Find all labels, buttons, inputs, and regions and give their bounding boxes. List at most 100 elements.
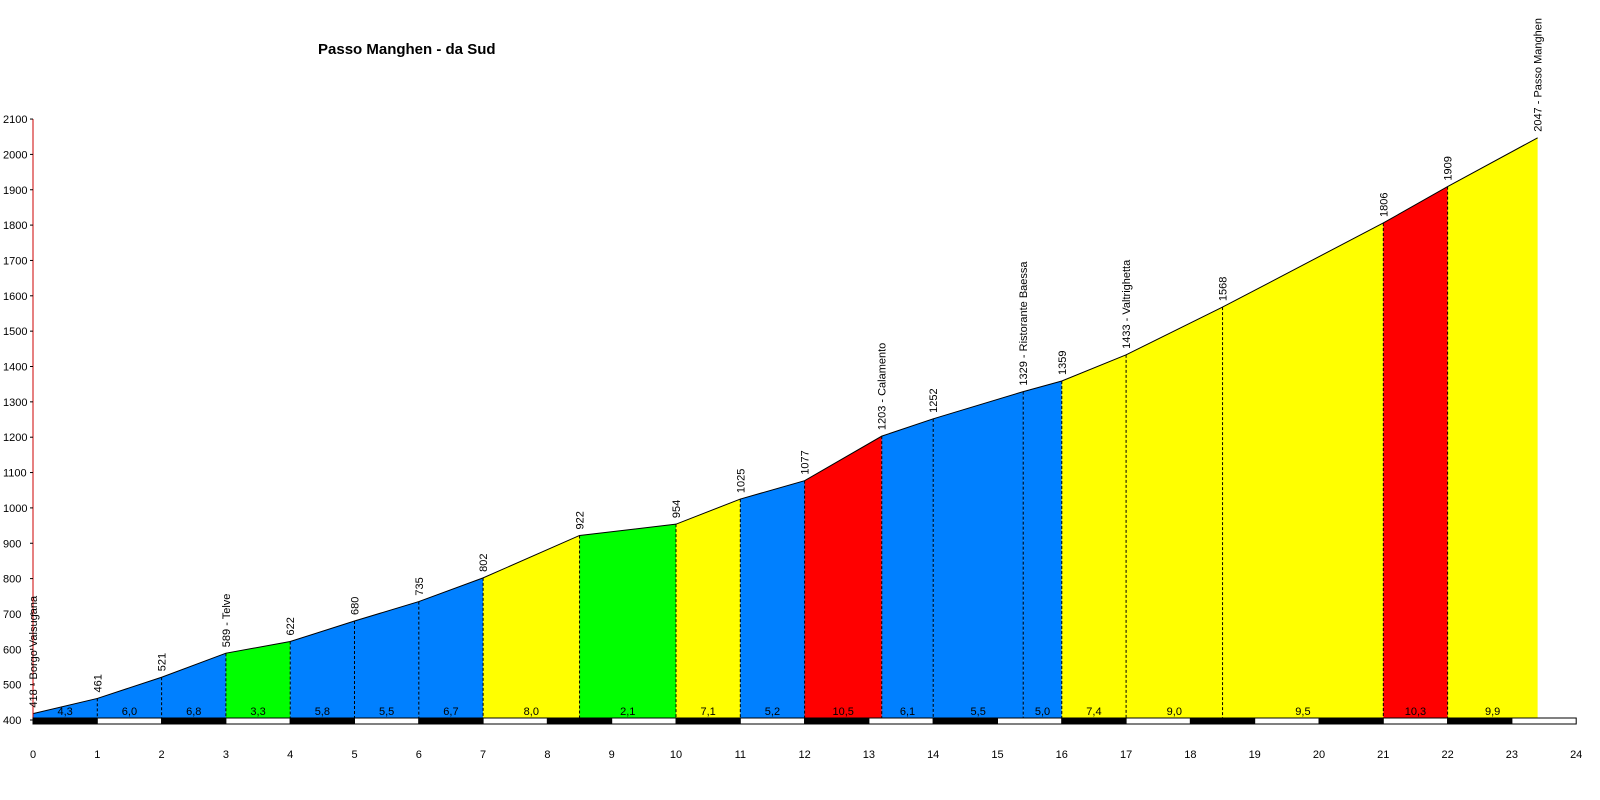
profile-line xyxy=(32,137,1538,715)
km-bar-segment xyxy=(997,717,1063,725)
y-tick-label: 900 xyxy=(3,538,21,550)
grade-label: 5,0 xyxy=(1035,706,1050,718)
x-tick-label: 17 xyxy=(1120,749,1132,761)
grade-segment-area xyxy=(579,524,676,718)
x-tick-label: 16 xyxy=(1056,749,1068,761)
grade-segment-area xyxy=(161,653,226,718)
x-tick-label: 4 xyxy=(287,749,293,761)
grade-segment-area xyxy=(290,621,355,718)
grade-segment-area xyxy=(354,601,419,718)
km-bar-segment xyxy=(1511,717,1577,725)
x-tick-label: 18 xyxy=(1184,749,1196,761)
y-tick-label: 400 xyxy=(3,715,21,727)
grade-label: 4,3 xyxy=(58,706,73,718)
grade-segment-area xyxy=(1023,380,1062,718)
km-bar-segment xyxy=(1125,717,1191,725)
elevation-label: 802 xyxy=(478,554,490,572)
grade-segment-area xyxy=(97,677,162,718)
grade-label: 7,1 xyxy=(701,706,716,718)
x-tick-label: 15 xyxy=(991,749,1003,761)
y-tick-label: 1400 xyxy=(3,362,27,374)
x-tick-label: 7 xyxy=(480,749,486,761)
grade-segment-area xyxy=(483,535,580,718)
y-tick-label: 2100 xyxy=(3,114,27,126)
elevation-label: 1329 - Ristorante Baessa xyxy=(1018,261,1030,386)
km-bar-segment xyxy=(675,717,741,725)
y-tick-label: 1100 xyxy=(3,468,27,480)
km-bar-segment xyxy=(32,717,98,725)
elevation-label: 461 xyxy=(92,674,104,692)
y-tick-label: 1000 xyxy=(3,503,27,515)
x-tick-label: 10 xyxy=(670,749,682,761)
y-tick-label: 1500 xyxy=(3,326,27,338)
elevation-label: 1806 xyxy=(1378,192,1390,216)
x-tick-label: 2 xyxy=(159,749,165,761)
grade-segment-area xyxy=(1126,307,1223,718)
grade-segment-area xyxy=(1447,137,1538,718)
grade-segment-area xyxy=(33,698,98,718)
x-tick-label: 24 xyxy=(1570,749,1582,761)
grade-label: 9,5 xyxy=(1295,706,1310,718)
elevation-label: 521 xyxy=(157,653,169,671)
km-bar-segment xyxy=(418,717,484,725)
x-tick-label: 0 xyxy=(30,749,36,761)
km-bar-segment xyxy=(611,717,677,725)
x-tick-label: 8 xyxy=(544,749,550,761)
grade-label: 10,5 xyxy=(832,706,853,718)
grade-segment-area xyxy=(1383,186,1448,719)
km-bar-segment xyxy=(96,717,163,725)
elevation-labels: 418 - Borgo Valsugana 461 521 589 - Telve 62… xyxy=(28,18,1545,708)
y-tick-label: 600 xyxy=(3,644,21,656)
y-tick-label: 1800 xyxy=(3,220,27,232)
elevation-label: 2047 - Passo Manghen xyxy=(1533,18,1545,132)
elevation-label: 622 xyxy=(285,617,297,635)
km-bar-segment xyxy=(354,717,420,725)
x-tick-label: 23 xyxy=(1506,749,1518,761)
grade-segment-area xyxy=(676,499,741,718)
elevation-label: 1568 xyxy=(1218,277,1230,301)
grade-segment-area xyxy=(418,577,484,718)
elevation-label: 1433 - Valtrighetta xyxy=(1121,259,1133,349)
grade-segment-area xyxy=(1222,222,1384,718)
grade-label: 6,1 xyxy=(900,706,915,718)
y-axis: 400 500 600 700 800 900 1000 1100 1200 1300 1400 15… xyxy=(3,114,34,727)
grade-labels: 4,3 6,0 6,8 3,3 5,8 5,5 6,7 8,0 2,1 7,1 5,2 10,5 6,1… xyxy=(58,706,1501,718)
elevation-label: 418 - Borgo Valsugana xyxy=(28,595,40,708)
y-tick-label: 1900 xyxy=(3,185,27,197)
chart-title: Passo Manghen - da Sud xyxy=(318,41,496,58)
x-tick-label: 3 xyxy=(223,749,229,761)
grade-label: 5,5 xyxy=(379,706,394,718)
km-bar-segment xyxy=(1318,717,1384,725)
km-bar-segment xyxy=(804,717,870,725)
km-bar-segment xyxy=(1061,717,1127,725)
grade-segment-area xyxy=(881,418,934,718)
elevation-label: 1909 xyxy=(1443,156,1455,180)
elevation-label: 1359 xyxy=(1057,351,1069,375)
elevation-label: 1252 xyxy=(928,388,940,412)
grade-label: 8,0 xyxy=(524,706,539,718)
elevation-label: 922 xyxy=(575,511,587,529)
elevation-label: 589 - Telve xyxy=(221,594,233,648)
km-bar-segment xyxy=(1447,717,1513,725)
km-bar-segment xyxy=(868,717,934,725)
grade-label: 2,1 xyxy=(620,706,635,718)
y-tick-label: 800 xyxy=(3,574,21,586)
grade-label: 9,0 xyxy=(1167,706,1182,718)
elevation-label: 680 xyxy=(350,597,362,615)
grade-label: 3,3 xyxy=(250,706,265,718)
grade-label: 6,7 xyxy=(443,706,458,718)
x-tick-label: 9 xyxy=(609,749,615,761)
grade-label: 7,4 xyxy=(1086,706,1101,718)
x-tick-label: 19 xyxy=(1249,749,1261,761)
x-tick-label: 20 xyxy=(1313,749,1325,761)
x-tick-label: 6 xyxy=(416,749,422,761)
elevation-label: 954 xyxy=(671,500,683,518)
x-tick-label: 14 xyxy=(927,749,939,761)
grade-segment-area xyxy=(225,641,291,718)
x-tick-label: 11 xyxy=(735,749,746,761)
grade-segment-area xyxy=(804,436,882,718)
km-bar-segment xyxy=(482,717,548,725)
y-tick-label: 700 xyxy=(3,609,21,621)
grade-label: 6,0 xyxy=(122,706,137,718)
